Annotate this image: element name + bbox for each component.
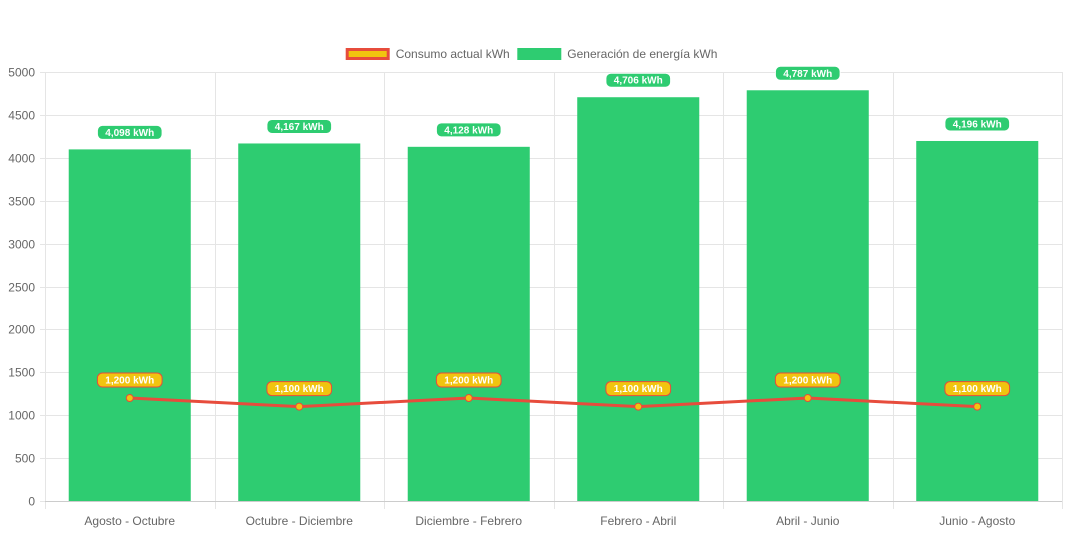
grid xyxy=(40,72,1063,509)
y-tick-label: 2000 xyxy=(8,323,35,337)
legend: Consumo actual kWh Generación de energía … xyxy=(345,47,718,61)
line-label-febrero-abril-text: 1,100 kWh xyxy=(614,384,663,395)
x-tick-label-octubre-diciembre: Octubre - Diciembre xyxy=(246,514,354,528)
y-tick-label: 2500 xyxy=(8,281,35,295)
legend-label: Consumo actual kWh xyxy=(396,47,510,61)
line-label-abril-junio-text: 1,200 kWh xyxy=(783,376,832,387)
bar-label-febrero-abril-bg xyxy=(605,72,672,88)
line-point-agosto-octubre xyxy=(125,394,134,403)
line-label-junio-agosto-bg xyxy=(944,381,1011,397)
line-label-octubre-diciembre: 1,100 kWh xyxy=(266,381,333,397)
bar-label-agosto-octubre-text: 4,098 kWh xyxy=(105,128,154,139)
line-label-diciembre-febrero-text: 1,200 kWh xyxy=(444,376,493,387)
bar-label-diciembre-febrero: 4,128 kWh xyxy=(435,122,502,138)
line-point-junio-agosto xyxy=(973,402,982,411)
bar-label-agosto-octubre: 4,098 kWh xyxy=(96,124,163,140)
legend-item-generaci-n-de-energ-a-kwh[interactable]: Generación de energía kWh xyxy=(517,47,718,61)
bar-febrero-abril xyxy=(577,97,700,502)
bar-label-diciembre-febrero-bg xyxy=(435,122,502,138)
y-tick-label: 0 xyxy=(28,495,35,509)
line-label-diciembre-febrero-bg xyxy=(435,372,502,388)
y-tick-label: 1500 xyxy=(8,366,35,380)
bar-label-octubre-diciembre: 4,167 kWh xyxy=(266,118,333,134)
bar-label-junio-agosto-text: 4,196 kWh xyxy=(953,119,1002,130)
bar-label-agosto-octubre-bg xyxy=(96,124,163,140)
line-label-diciembre-febrero: 1,200 kWh xyxy=(435,372,502,388)
line-label-octubre-diciembre-text: 1,100 kWh xyxy=(275,384,324,395)
line-label-agosto-octubre-bg xyxy=(96,372,163,388)
line-label-octubre-diciembre-bg xyxy=(266,381,333,397)
line-point-octubre-diciembre xyxy=(295,402,304,411)
bar-abril-junio xyxy=(746,90,869,502)
bar-diciembre-febrero xyxy=(407,146,530,501)
y-tick-label: 4000 xyxy=(8,152,35,166)
bar-label-junio-agosto-bg xyxy=(944,116,1011,132)
y-tick-label: 4500 xyxy=(8,109,35,123)
y-tick-label: 5000 xyxy=(8,66,35,80)
line-label-abril-junio: 1,200 kWh xyxy=(774,372,841,388)
x-tick-label-febrero-abril: Febrero - Abril xyxy=(600,514,676,528)
line-series xyxy=(125,394,982,411)
consumption-line xyxy=(129,396,978,409)
bar-junio-agosto xyxy=(916,140,1039,501)
line-point-abril-junio xyxy=(803,394,812,403)
line-label-febrero-abril-bg xyxy=(605,381,672,397)
line-point-febrero-abril xyxy=(634,402,643,411)
bar-series xyxy=(68,90,1039,502)
y-tick-label: 3500 xyxy=(8,195,35,209)
bar-octubre-diciembre xyxy=(238,143,361,501)
bar-label-abril-junio-text: 4,787 kWh xyxy=(783,69,832,80)
bar-label-febrero-abril: 4,706 kWh xyxy=(605,72,672,88)
bar-label-junio-agosto: 4,196 kWh xyxy=(944,116,1011,132)
y-tick-label: 500 xyxy=(15,452,35,466)
line-label-febrero-abril: 1,100 kWh xyxy=(605,381,672,397)
line-label-agosto-octubre-text: 1,200 kWh xyxy=(105,376,154,387)
x-tick-label-junio-agosto: Junio - Agosto xyxy=(939,514,1015,528)
bar-label-abril-junio: 4,787 kWh xyxy=(774,65,841,81)
y-tick-label: 3000 xyxy=(8,238,35,252)
bar-label-octubre-diciembre-text: 4,167 kWh xyxy=(275,122,324,133)
line-label-abril-junio-bg xyxy=(774,372,841,388)
x-tick-label-diciembre-febrero: Diciembre - Febrero xyxy=(415,514,522,528)
line-label-agosto-octubre: 1,200 kWh xyxy=(96,372,163,388)
bar-label-febrero-abril-text: 4,706 kWh xyxy=(614,76,663,87)
x-tick-label-abril-junio: Abril - Junio xyxy=(776,514,840,528)
legend-swatch xyxy=(517,48,562,60)
axes: 0 500 1000 1500 2000 2500 3000 3500 4000 4500 5000… xyxy=(8,66,1062,528)
line-label-junio-agosto: 1,100 kWh xyxy=(944,381,1011,397)
data-labels: 4,098 kWh 4,167 kWh 4,128 kWh 4,706 kWh 4,78… xyxy=(96,65,1011,397)
y-tick-label: 1000 xyxy=(8,409,35,423)
x-tick-label-agosto-octubre: Agosto - Octubre xyxy=(84,514,175,528)
bar-label-abril-junio-bg xyxy=(774,65,841,81)
legend-swatch xyxy=(345,48,390,60)
line-label-junio-agosto-text: 1,100 kWh xyxy=(953,384,1002,395)
line-point-diciembre-febrero xyxy=(464,394,473,403)
bar-label-octubre-diciembre-bg xyxy=(266,118,333,134)
legend-item-consumo-actual-kwh[interactable]: Consumo actual kWh xyxy=(345,47,510,61)
legend-label: Generación de energía kWh xyxy=(567,47,717,61)
bar-label-diciembre-febrero-text: 4,128 kWh xyxy=(444,125,493,136)
bar-agosto-octubre xyxy=(68,149,191,501)
